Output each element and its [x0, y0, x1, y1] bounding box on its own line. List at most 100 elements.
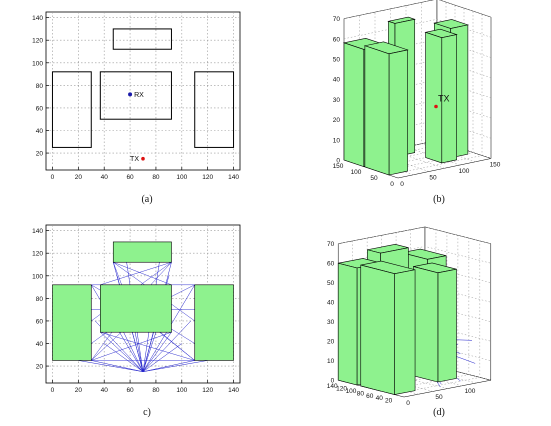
x-tick-label: 60	[126, 387, 134, 394]
x-tick-label: 0	[51, 174, 55, 181]
left-axis-tick-label: 80	[357, 390, 365, 397]
z-tick-label: 40	[333, 77, 341, 84]
caption-b: (b)	[433, 194, 445, 205]
building-front	[425, 31, 443, 164]
y-tick-label: 100	[32, 273, 43, 280]
tx-label: TX	[130, 156, 139, 163]
y-tick-label: 120	[32, 251, 43, 258]
right-axis-tick-label: 0	[400, 181, 404, 188]
x-tick-label: 60	[126, 174, 134, 181]
z-tick-label: 50	[327, 280, 335, 287]
building-front	[364, 45, 390, 176]
building-footprint	[51, 71, 92, 148]
axes-box	[45, 11, 241, 171]
building-footprint	[99, 71, 172, 120]
z-tick-label: 50	[333, 57, 341, 64]
left-axis-tick-label: 0	[390, 181, 394, 188]
ray	[142, 360, 208, 372]
x-tick-label: 40	[101, 174, 109, 181]
plot-c: 0 20 40 60 80 100 120 140 20 40 60 80 100 120 140	[32, 224, 241, 394]
ray	[104, 343, 144, 372]
y-tick-label: 60	[36, 105, 44, 112]
y-tick-label: 140	[32, 228, 43, 235]
ray	[100, 331, 195, 361]
caption-a: (a)	[141, 194, 153, 205]
z-tick-label: 10	[333, 137, 341, 144]
x-tick-label: 100	[176, 174, 187, 181]
left-axis-tick-label: 20	[385, 398, 393, 405]
building-side	[394, 269, 416, 395]
ray	[113, 262, 172, 286]
right-axis-tick-label: 150	[490, 162, 501, 169]
tx-marker	[434, 104, 438, 109]
grid-line-y	[388, 14, 483, 176]
x-tick-label: 140	[228, 387, 239, 394]
building-footprint	[112, 28, 172, 50]
x-tick-label: 140	[228, 174, 239, 181]
building-side	[388, 49, 408, 176]
y-tick-label: 60	[36, 318, 44, 325]
building-footprint	[194, 71, 235, 148]
y-tick-label: 80	[36, 83, 44, 90]
left-axis-tick-label: 150	[333, 163, 344, 170]
panel-d: 0 10 20 30 40 50 60 70 20 40 60 80 100 120 140 0 50 100	[270, 213, 530, 418]
building-front	[337, 262, 358, 386]
left-axis-tick-label: 120	[336, 386, 347, 393]
tx-marker	[141, 156, 145, 161]
ray	[100, 262, 172, 286]
left-axis-tick-label: 100	[351, 169, 362, 176]
building-footprint	[112, 241, 172, 263]
y-tick-label: 100	[32, 60, 43, 67]
x-tick-label: 40	[101, 387, 109, 394]
x-tick-label: 20	[75, 387, 83, 394]
x-tick-label: 100	[176, 387, 187, 394]
rx-label: RX	[134, 92, 144, 99]
ray	[91, 360, 144, 372]
y-tick-label: 40	[36, 341, 44, 348]
right-axis-tick-label: 50	[435, 394, 443, 401]
z-tick-label: 0	[331, 378, 335, 385]
ray	[142, 332, 172, 372]
right-axis-tick-label: 50	[429, 175, 437, 182]
rx-marker	[128, 92, 133, 97]
caption-d: (d)	[433, 407, 445, 418]
z-tick-label: 20	[333, 117, 341, 124]
y-tick-label: 80	[36, 296, 44, 303]
z-tick-label: 40	[327, 300, 335, 307]
y-tick-label: 20	[36, 364, 44, 371]
right-axis-tick-label: 0	[406, 400, 410, 407]
left-axis-tick-label: 140	[327, 383, 338, 390]
x-tick-label: 120	[202, 174, 213, 181]
building-footprint	[100, 284, 172, 333]
panel-b: 0 10 20 30 40 50 60 70 0 50 100 150 0 50 100 150 TX	[270, 0, 530, 205]
left-axis-tick-label: 100	[346, 388, 357, 395]
y-tick-label: 120	[32, 38, 43, 45]
building-front	[413, 266, 439, 383]
left-axis-tick-label: 60	[366, 393, 374, 400]
tx-label: TX	[438, 94, 450, 104]
building-footprint	[194, 284, 234, 361]
grid-line-z	[343, 0, 492, 19]
x-tick-label: 0	[51, 387, 55, 394]
x-tick-label: 20	[75, 174, 83, 181]
z-tick-label: 60	[327, 261, 335, 268]
caption-c: c)	[143, 407, 151, 418]
z-tick-label: 10	[327, 358, 335, 365]
ray	[142, 320, 192, 372]
z-tick-label: 70	[333, 16, 341, 23]
building-side	[437, 268, 457, 383]
x-tick-label: 120	[202, 387, 213, 394]
x-tick-label: 80	[152, 174, 160, 181]
left-axis-tick-label: 40	[376, 395, 384, 402]
z-tick-label: 20	[327, 339, 335, 346]
plot-a: 0 20 40 60 80 100 120 140 20 40 60 80 100 120 140 RX TX	[32, 11, 241, 181]
z-tick-label: 30	[333, 97, 341, 104]
ray	[78, 360, 144, 372]
ray	[142, 343, 182, 372]
z-tick-label: 0	[336, 158, 340, 165]
ray	[91, 332, 172, 361]
grid-line-z	[343, 19, 492, 40]
panel-a: 0 20 40 60 80 100 120 140 20 40 60 80 100 120 140 RX TX	[0, 0, 260, 205]
